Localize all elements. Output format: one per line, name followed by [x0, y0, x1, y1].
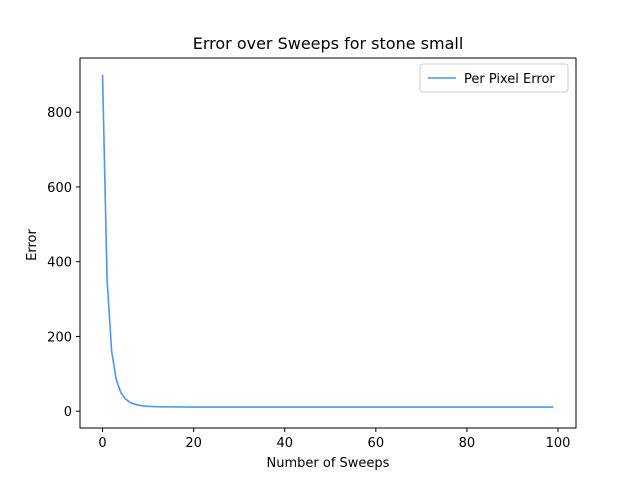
legend-label: Per Pixel Error	[464, 72, 555, 87]
series-line-0	[101, 74, 554, 408]
axes-frame	[79, 57, 577, 429]
x-axis-label: Number of Sweeps	[267, 456, 390, 471]
chart-title: Error over Sweeps for stone small	[193, 34, 464, 53]
legend: Per Pixel Error	[419, 63, 569, 93]
x-tick-label: 100	[546, 436, 571, 451]
y-tick-label: 800	[47, 106, 72, 121]
y-tick-label: 600	[47, 181, 72, 196]
y-tick-label: 0	[64, 405, 72, 420]
legend-box	[419, 63, 569, 93]
x-tick-label: 20	[185, 436, 202, 451]
plot-area: 0 20 40 60 80 100 0 200 400 600 800	[47, 57, 577, 451]
y-axis-label: Error	[25, 229, 40, 261]
y-tick-label: 200	[47, 330, 72, 345]
x-tick-label: 0	[98, 436, 106, 451]
x-tick-label: 60	[368, 436, 385, 451]
x-tick-label: 40	[276, 436, 293, 451]
y-tick-label: 400	[47, 256, 72, 271]
x-tick-label: 80	[459, 436, 476, 451]
